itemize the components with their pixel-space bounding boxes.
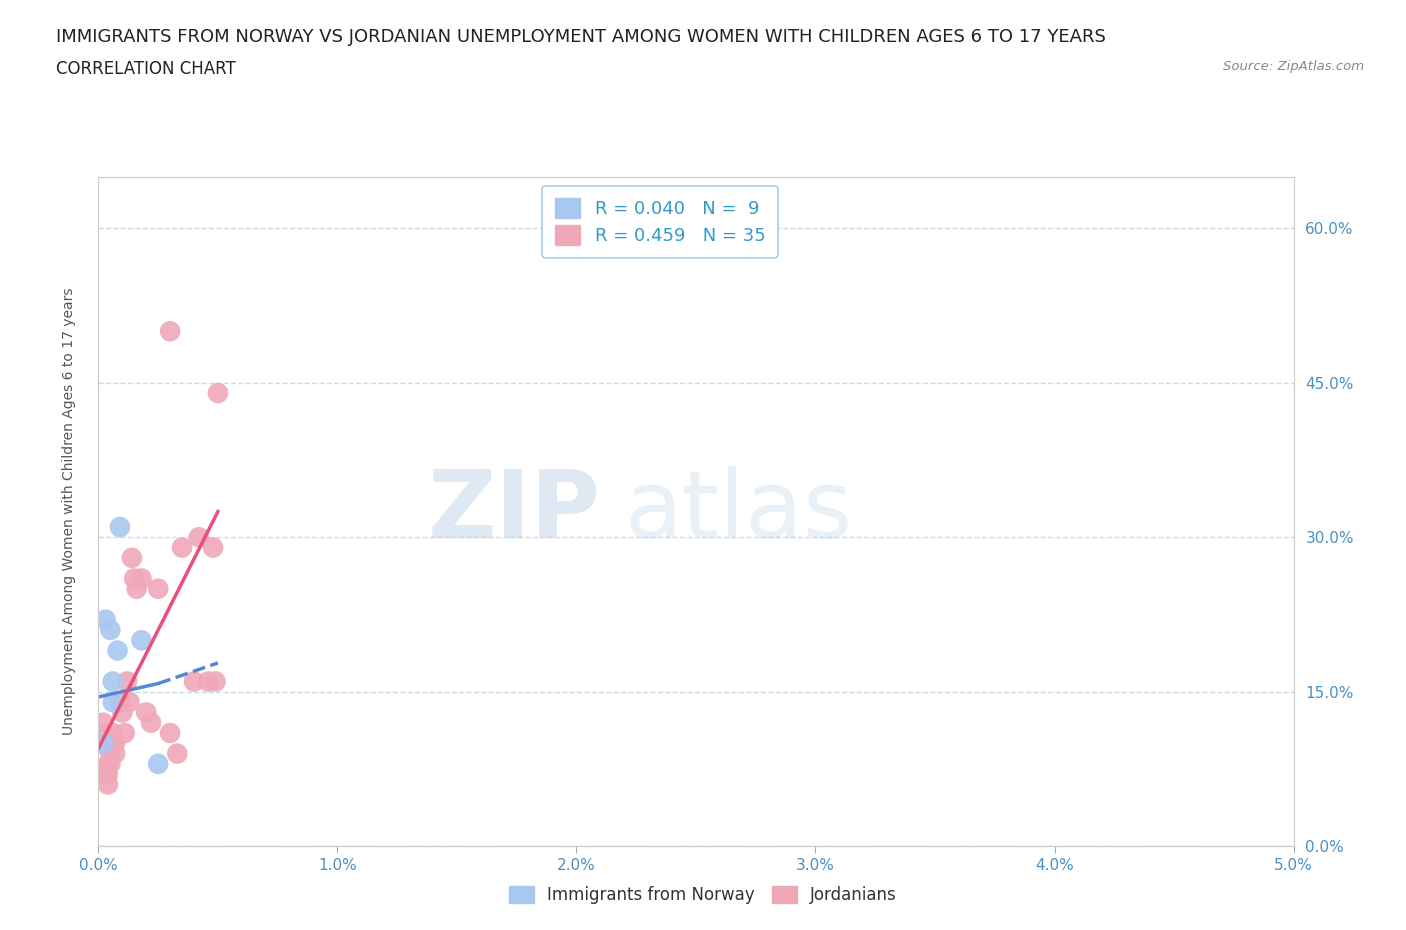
Point bbox=[187, 530, 209, 545]
Point bbox=[94, 766, 117, 781]
Point bbox=[91, 736, 114, 751]
Text: atlas: atlas bbox=[624, 466, 852, 557]
Point bbox=[100, 622, 122, 637]
Point bbox=[202, 540, 225, 555]
Point bbox=[131, 632, 153, 647]
Y-axis label: Unemployment Among Women with Children Ages 6 to 17 years: Unemployment Among Women with Children A… bbox=[62, 287, 76, 736]
Point bbox=[97, 766, 120, 781]
Point bbox=[101, 725, 124, 740]
Point bbox=[172, 540, 194, 555]
Legend: R = 0.040   N =  9, R = 0.459   N = 35: R = 0.040 N = 9, R = 0.459 N = 35 bbox=[543, 186, 778, 258]
Point bbox=[135, 705, 157, 720]
Point bbox=[111, 705, 134, 720]
Point bbox=[108, 695, 131, 710]
Point bbox=[97, 777, 120, 792]
Point bbox=[166, 746, 188, 761]
Point bbox=[139, 715, 162, 730]
Point bbox=[101, 736, 124, 751]
Point bbox=[100, 756, 122, 771]
Point bbox=[108, 520, 131, 535]
Point bbox=[97, 756, 120, 771]
Point bbox=[91, 715, 114, 730]
Point bbox=[148, 756, 170, 771]
Point bbox=[90, 736, 112, 751]
Point bbox=[131, 571, 153, 586]
Point bbox=[159, 324, 181, 339]
Point bbox=[107, 644, 129, 658]
Point bbox=[197, 674, 219, 689]
Point bbox=[101, 695, 124, 710]
Point bbox=[148, 581, 170, 596]
Point bbox=[124, 571, 146, 586]
Point bbox=[104, 736, 127, 751]
Point bbox=[115, 674, 138, 689]
Point bbox=[91, 725, 114, 740]
Point bbox=[121, 551, 143, 565]
Text: IMMIGRANTS FROM NORWAY VS JORDANIAN UNEMPLOYMENT AMONG WOMEN WITH CHILDREN AGES : IMMIGRANTS FROM NORWAY VS JORDANIAN UNEM… bbox=[56, 28, 1107, 46]
Point bbox=[118, 695, 141, 710]
Point bbox=[125, 581, 148, 596]
Point bbox=[207, 386, 229, 401]
Text: CORRELATION CHART: CORRELATION CHART bbox=[56, 60, 236, 78]
Point bbox=[104, 746, 127, 761]
Legend: Immigrants from Norway, Jordanians: Immigrants from Norway, Jordanians bbox=[501, 878, 905, 912]
Point bbox=[204, 674, 226, 689]
Text: Source: ZipAtlas.com: Source: ZipAtlas.com bbox=[1223, 60, 1364, 73]
Point bbox=[114, 725, 136, 740]
Point bbox=[159, 725, 181, 740]
Point bbox=[100, 746, 122, 761]
Point bbox=[183, 674, 205, 689]
Point bbox=[94, 612, 117, 627]
Text: ZIP: ZIP bbox=[427, 466, 600, 557]
Point bbox=[101, 674, 124, 689]
